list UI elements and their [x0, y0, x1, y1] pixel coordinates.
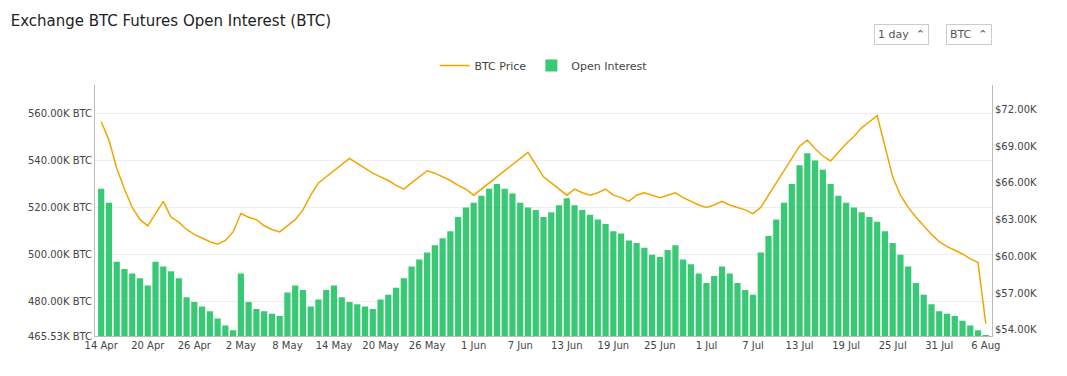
svg-text:BTC ⌃: BTC ⌃	[950, 28, 988, 41]
svg-text:25 Jul: 25 Jul	[879, 340, 907, 351]
svg-text:Exchange BTC Futures Open Inte: Exchange BTC Futures Open Interest (BTC)	[11, 12, 331, 30]
svg-text:480.00K BTC: 480.00K BTC	[28, 296, 92, 307]
svg-text:8 May: 8 May	[272, 340, 302, 351]
svg-text:7 Jun: 7 Jun	[508, 340, 533, 351]
svg-text:13 Jul: 13 Jul	[786, 340, 814, 351]
svg-text:520.00K BTC: 520.00K BTC	[28, 202, 92, 213]
svg-text:560.00K BTC: 560.00K BTC	[28, 108, 92, 119]
svg-text:1 Jun: 1 Jun	[461, 340, 486, 351]
svg-text:2 May: 2 May	[226, 340, 256, 351]
svg-text:6 Aug: 6 Aug	[971, 340, 1000, 351]
svg-text:14 Apr: 14 Apr	[85, 340, 119, 351]
svg-text:31 Jul: 31 Jul	[925, 340, 953, 351]
svg-text:19 Jun: 19 Jun	[598, 340, 630, 351]
svg-text:1 Jul: 1 Jul	[696, 340, 718, 351]
svg-text:$60.00K: $60.00K	[995, 251, 1037, 262]
svg-text:$63.00K: $63.00K	[995, 214, 1037, 225]
svg-text:14 May: 14 May	[316, 340, 353, 351]
svg-text:$54.00K: $54.00K	[995, 324, 1037, 335]
svg-text:BTC Price: BTC Price	[475, 60, 527, 73]
svg-text:20 Apr: 20 Apr	[131, 340, 165, 351]
svg-text:26 Apr: 26 Apr	[178, 340, 212, 351]
svg-text:540.00K BTC: 540.00K BTC	[28, 155, 92, 166]
svg-text:500.00K BTC: 500.00K BTC	[28, 249, 92, 260]
svg-text:25 Jun: 25 Jun	[644, 340, 676, 351]
svg-text:$66.00K: $66.00K	[995, 177, 1037, 188]
svg-text:Open Interest: Open Interest	[571, 60, 647, 73]
svg-text:20 May: 20 May	[362, 340, 399, 351]
svg-text:465.53K BTC: 465.53K BTC	[28, 331, 92, 342]
svg-text:$57.00K: $57.00K	[995, 288, 1037, 299]
svg-text:19 Jul: 19 Jul	[832, 340, 860, 351]
svg-text:7 Jul: 7 Jul	[742, 340, 764, 351]
svg-text:13 Jun: 13 Jun	[551, 340, 583, 351]
svg-text:$69.00K: $69.00K	[995, 141, 1037, 152]
svg-text:1 day ⌃: 1 day ⌃	[878, 28, 925, 41]
svg-text:$72.00K: $72.00K	[995, 104, 1037, 115]
svg-text:26 May: 26 May	[409, 340, 446, 351]
